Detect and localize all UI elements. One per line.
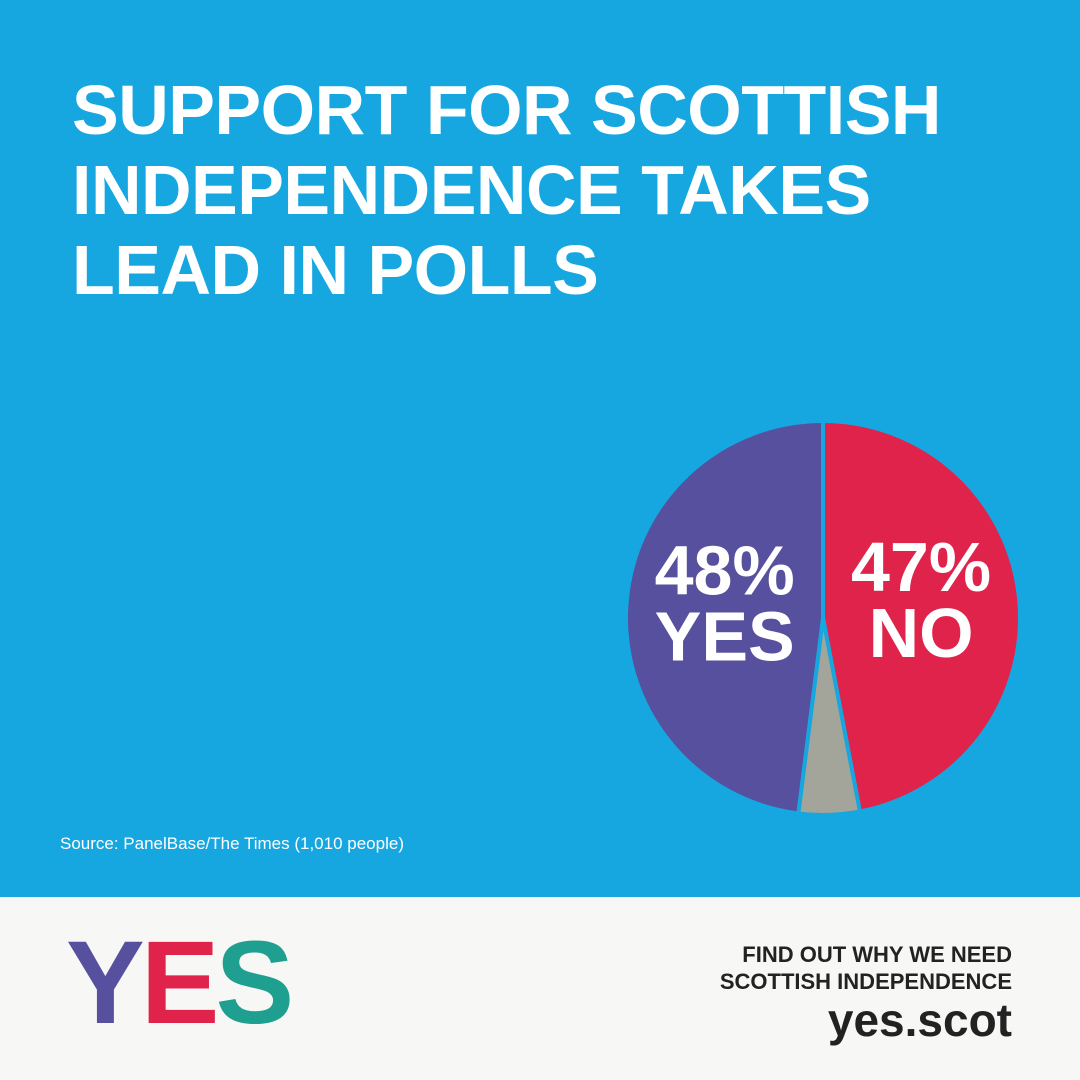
footer: YES FIND OUT WHY WE NEED SCOTTISH INDEPE… xyxy=(0,897,1080,1080)
chart: 47%NO 48%YES xyxy=(624,418,1022,816)
slice-category-label: YES xyxy=(655,597,795,675)
pie-slice xyxy=(821,418,1022,814)
cta-line: FIND OUT WHY WE NEED xyxy=(742,942,1012,967)
slice-value-label: 48% xyxy=(655,531,795,609)
logo-letter: Y xyxy=(66,917,145,1049)
cta-line: SCOTTISH INDEPENDENCE xyxy=(719,969,1012,994)
source-note: Source: PanelBase/The Times (1,010 peopl… xyxy=(60,834,404,853)
url: yes.scot xyxy=(827,994,1012,1046)
slice-value-label: 47% xyxy=(851,528,991,606)
slice-category-label: NO xyxy=(869,594,974,672)
pie-slice xyxy=(624,418,825,816)
logo-letter: S xyxy=(215,917,294,1049)
logo-letter: E xyxy=(140,917,220,1049)
chart-title: SUPPORT FOR SCOTTISH INDEPENDENCE TAKES … xyxy=(72,71,941,309)
call-to-action: FIND OUT WHY WE NEED SCOTTISH INDEPENDEN… xyxy=(720,941,1012,995)
logo: YES xyxy=(66,915,294,1051)
